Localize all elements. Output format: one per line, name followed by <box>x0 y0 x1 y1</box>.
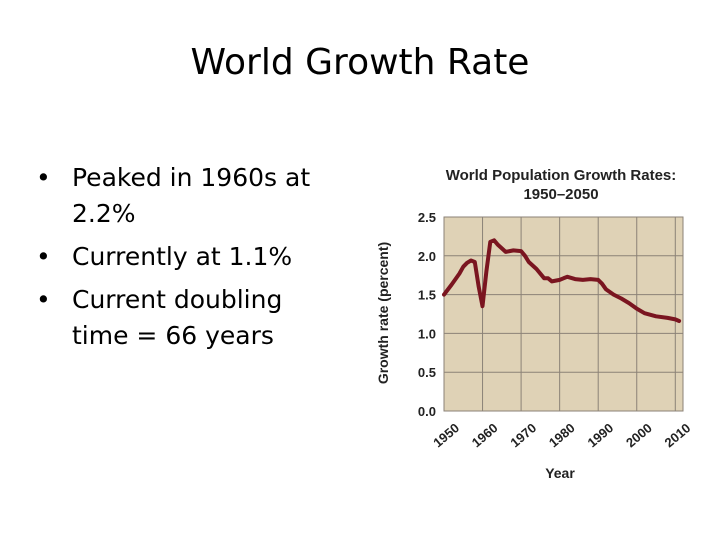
bullet-text: Current doubling time = 66 years <box>72 285 283 350</box>
y-tick-label: 2.0 <box>418 249 436 264</box>
y-axis-label: Growth rate (percent) <box>375 242 391 384</box>
y-tick-label: 1.5 <box>418 288 436 303</box>
y-tick-label: 0.0 <box>418 404 436 419</box>
x-axis-label: Year <box>545 465 575 481</box>
x-tick-label: 2000 <box>623 420 655 450</box>
growth-rate-line <box>442 238 682 323</box>
x-tick-label: 1970 <box>507 420 539 450</box>
chart-title-line2: 1950–2050 <box>523 186 598 203</box>
growth-rate-chart: World Population Growth Rates: 1950–2050… <box>360 150 705 490</box>
bullet-item: • Currently at 1.1% <box>36 239 336 275</box>
x-tick-label: 1950 <box>430 420 462 450</box>
y-tick-label: 2.5 <box>418 210 436 225</box>
x-tick-label: 1990 <box>584 420 616 450</box>
bullet-item: • Peaked in 1960s at 2.2% <box>36 160 336 232</box>
bullet-marker: • <box>36 242 51 271</box>
slide-title: World Growth Rate <box>190 42 530 83</box>
bullet-text: Currently at 1.1% <box>72 242 293 271</box>
y-tick-label: 0.5 <box>418 365 436 380</box>
plot-frame <box>443 216 684 412</box>
bullet-item: • Current doubling time = 66 years <box>36 282 336 354</box>
bullet-list: • Peaked in 1960s at 2.2% • Currently at… <box>36 160 336 361</box>
bullet-marker: • <box>36 285 51 314</box>
x-tick-label: 1960 <box>469 420 501 450</box>
chart-svg: World Population Growth Rates: 1950–2050… <box>375 167 693 481</box>
x-tick-label: 2010 <box>662 420 694 450</box>
bullet-marker: • <box>36 163 51 192</box>
bullet-text: Peaked in 1960s at 2.2% <box>72 163 311 228</box>
x-tick-label: 1980 <box>546 420 578 450</box>
y-tick-label: 1.0 <box>418 326 436 341</box>
chart-title-line1: World Population Growth Rates: <box>446 167 677 184</box>
